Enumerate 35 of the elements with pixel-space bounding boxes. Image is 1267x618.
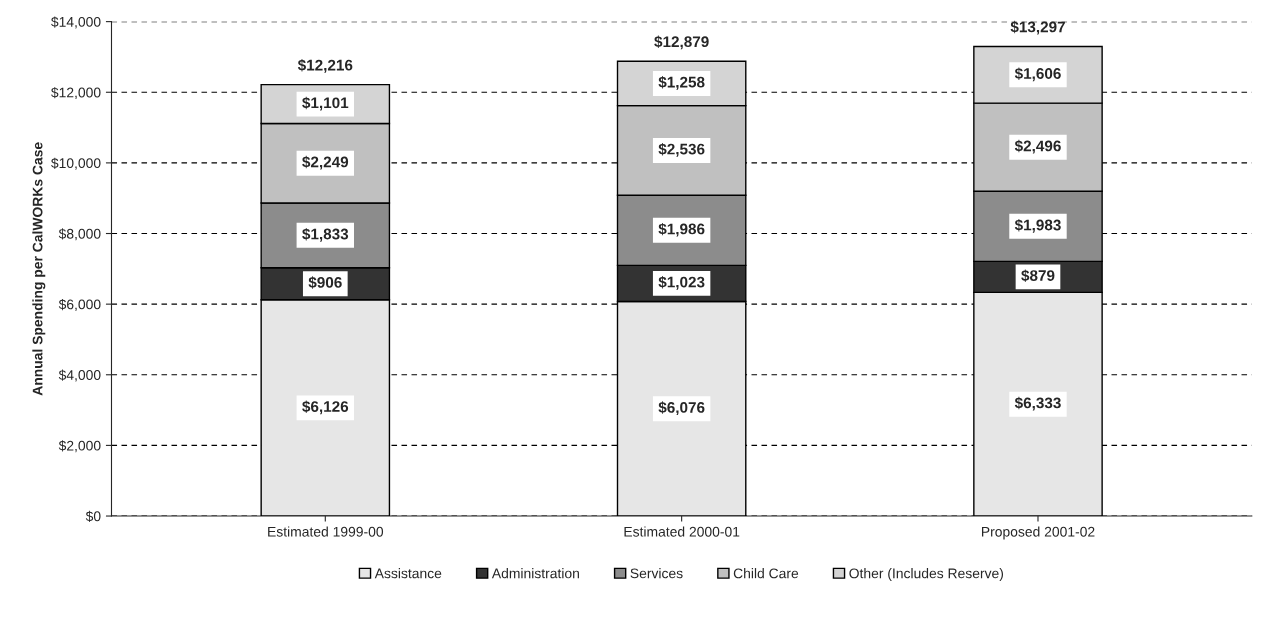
total-label: $12,879 — [654, 35, 709, 50]
legend-label: Other (Includes Reserve) — [849, 568, 1004, 582]
y-tick-label: $0 — [85, 510, 101, 523]
y-tick-label: $6,000 — [58, 298, 101, 311]
x-tick-label: Estimated 1999-00 — [268, 526, 384, 537]
y-tick-label: $4,000 — [58, 369, 101, 382]
legend-label: Child Care — [733, 568, 799, 579]
data-label: $2,536 — [658, 143, 705, 157]
data-label: $1,606 — [1014, 67, 1061, 82]
data-label: $6,126 — [302, 400, 349, 415]
data-label: $1,023 — [658, 276, 705, 290]
y-tick-label: $12,000 — [51, 87, 101, 100]
legend-label: Assistance — [374, 568, 442, 579]
data-label: $6,076 — [658, 401, 705, 416]
y-tick-label: $10,000 — [51, 157, 101, 170]
legend-label: Services — [630, 568, 683, 579]
legend-label: Administration — [491, 568, 579, 579]
y-tick-label: $8,000 — [58, 228, 101, 241]
y-tick-label: $14,000 — [51, 16, 101, 29]
y-tick-label: $2,000 — [58, 440, 101, 453]
total-label: $13,297 — [1010, 20, 1065, 35]
x-tick-label: Proposed 2001-02 — [981, 526, 1095, 540]
data-label: $2,249 — [302, 155, 349, 170]
total-label: $12,216 — [297, 59, 353, 73]
data-label: $879 — [1021, 269, 1055, 282]
data-label: $1,258 — [658, 76, 705, 90]
data-label: $6,333 — [1014, 396, 1061, 411]
x-tick-label: Estimated 2000-01 — [624, 526, 740, 537]
data-label: $1,986 — [658, 222, 705, 237]
data-label: $1,983 — [1014, 218, 1061, 233]
data-label: $1,833 — [302, 227, 349, 242]
data-label: $2,496 — [1014, 139, 1061, 154]
y-axis-title: Annual Spending per CalWORKs Case — [32, 142, 46, 396]
data-label: $1,101 — [302, 96, 349, 111]
data-label: $906 — [308, 276, 342, 289]
